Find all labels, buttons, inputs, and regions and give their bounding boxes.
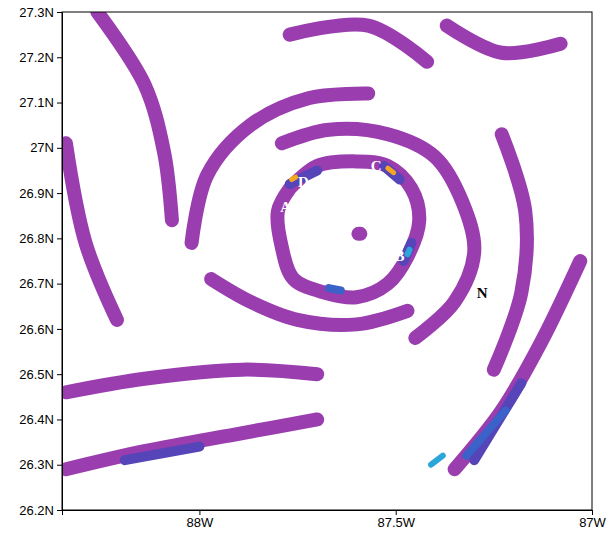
- y-tick-label: 26.3N: [19, 457, 54, 472]
- y-tick: 27N: [30, 140, 62, 155]
- rain-band: [455, 261, 581, 469]
- y-tick: 26.4N: [19, 412, 62, 427]
- annotations: AD C B N: [280, 158, 487, 301]
- y-tick: 27.1N: [19, 95, 62, 110]
- rain-band: [192, 93, 369, 242]
- rain-band: [125, 447, 200, 461]
- y-tick-mark: [57, 57, 62, 58]
- y-tick-mark: [57, 465, 62, 466]
- rain-band: [66, 419, 317, 469]
- y-tick-label: 26.2N: [19, 503, 54, 518]
- rain-band: [358, 227, 360, 241]
- rain-band: [447, 26, 561, 54]
- y-tick-label: 27.2N: [19, 50, 54, 65]
- y-tick-label: 26.4N: [19, 412, 54, 427]
- annotation-label: C: [371, 158, 382, 174]
- rain-band: [384, 166, 400, 180]
- y-tick-mark: [57, 12, 62, 13]
- rain-band: [211, 279, 407, 325]
- x-tick: 87W: [579, 510, 606, 530]
- y-tick-mark: [57, 510, 62, 511]
- annotation-label: D: [298, 174, 309, 190]
- x-tick-label: 87.5W: [377, 515, 415, 530]
- x-tick-label: 88W: [187, 515, 214, 530]
- y-tick-mark: [57, 193, 62, 194]
- rain-band: [290, 24, 427, 61]
- y-tick-mark: [57, 103, 62, 104]
- rain-band: [292, 177, 296, 179]
- rain-band: [277, 161, 419, 297]
- chart: 88W 87.5W 87W 26.2N 26.3N 26.4N 26.5N 26.6N 26.7…: [0, 0, 613, 541]
- y-tick: 26.3N: [19, 457, 62, 472]
- y-tick-mark: [57, 238, 62, 239]
- y-tick-label: 26.7N: [19, 276, 54, 291]
- y-tick-label: 26.6N: [19, 322, 54, 337]
- annotation-label: N: [477, 285, 488, 301]
- rain-band: [404, 243, 412, 261]
- plot-frame: [62, 12, 592, 510]
- rain-band: [494, 134, 527, 369]
- rain-band: [66, 143, 117, 320]
- rain-band: [66, 370, 317, 393]
- y-tick-mark: [57, 329, 62, 330]
- y-tick: 26.9N: [19, 186, 62, 201]
- y-tick-label: 27.1N: [19, 95, 54, 110]
- y-tick: 26.7N: [19, 276, 62, 291]
- y-tick: 27.3N: [19, 5, 62, 20]
- y-tick-label: 26.8N: [19, 231, 54, 246]
- y-tick-mark: [57, 419, 62, 420]
- x-tick-label: 87W: [579, 515, 606, 530]
- annotation-label: A: [280, 199, 291, 215]
- y-tick: 26.2N: [19, 503, 62, 518]
- x-tick: 88W: [187, 510, 214, 530]
- y-tick-mark: [57, 148, 62, 149]
- y-axis-line: [57, 13, 63, 511]
- x-axis: 88W 87.5W 87W: [63, 510, 607, 530]
- y-tick: 26.8N: [19, 231, 62, 246]
- contour-layer: [66, 12, 580, 469]
- y-tick-label: 27.3N: [19, 5, 54, 20]
- y-tick: 26.5N: [19, 367, 62, 382]
- y-tick-label: 26.9N: [19, 186, 54, 201]
- y-axis: 26.2N 26.3N 26.4N 26.5N 26.6N 26.7N 26.8N 26.9N…: [19, 5, 62, 518]
- x-axis-line: [63, 511, 593, 516]
- y-tick-label: 26.5N: [19, 367, 54, 382]
- rain-band: [282, 129, 475, 338]
- rain-band: [388, 168, 394, 173]
- rain-band: [431, 456, 443, 465]
- y-tick-mark: [57, 284, 62, 285]
- annotation-label: B: [395, 248, 405, 264]
- rain-band: [329, 288, 341, 290]
- rain-band: [466, 410, 505, 455]
- y-tick: 27.2N: [19, 50, 62, 65]
- rain-band: [407, 250, 409, 255]
- rain-band: [97, 12, 172, 220]
- x-tick: 87.5W: [377, 510, 415, 530]
- y-tick-mark: [57, 374, 62, 375]
- y-tick: 26.6N: [19, 322, 62, 337]
- y-tick-label: 27N: [30, 140, 54, 155]
